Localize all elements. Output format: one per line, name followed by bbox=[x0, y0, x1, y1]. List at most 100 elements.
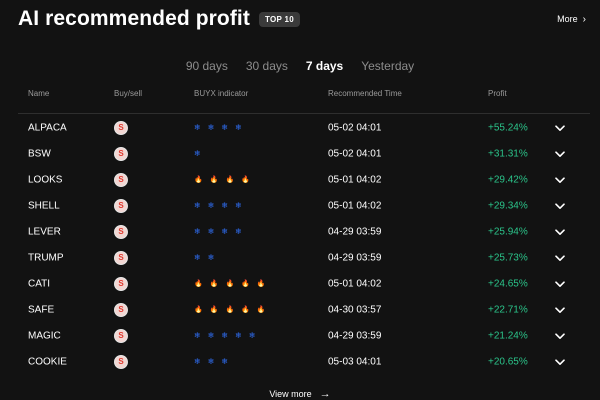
col-buy-sell: Buy/sell bbox=[114, 89, 143, 98]
profit-value: +24.65% bbox=[488, 278, 528, 290]
recommended-time: 04-29 03:59 bbox=[328, 252, 382, 264]
table-row[interactable]: LOOKS S 🔥 🔥 🔥 🔥 05-01 04:02 +29.42% bbox=[18, 167, 590, 193]
col-time: Recommended Time bbox=[328, 89, 402, 98]
chevron-down-icon[interactable] bbox=[553, 121, 567, 135]
profit-value: +25.94% bbox=[488, 226, 528, 238]
sell-badge-icon: S bbox=[114, 121, 128, 135]
chevron-down-icon[interactable] bbox=[553, 329, 567, 343]
profit-table: ALPACA S ❄ ❄ ❄ ❄ 05-02 04:01 +55.24% BSW S ❄ 05-02 … bbox=[18, 115, 590, 375]
chevron-down-icon[interactable] bbox=[553, 199, 567, 213]
tab-30-days[interactable]: 30 days bbox=[245, 59, 288, 73]
snowflake-icon: ❄ bbox=[248, 331, 256, 340]
table-row[interactable]: LEVER S ❄ ❄ ❄ ❄ 04-29 03:59 +25.94% bbox=[18, 219, 590, 245]
profit-value: +22.71% bbox=[488, 304, 528, 316]
table-row[interactable]: COOKIE S ❄ ❄ ❄ 05-03 04:01 +20.65% bbox=[18, 349, 590, 375]
table-row[interactable]: BSW S ❄ 05-02 04:01 +31.31% bbox=[18, 141, 590, 167]
chevron-down-icon[interactable] bbox=[553, 251, 567, 265]
table-row[interactable]: TRUMP S ❄ ❄ 04-29 03:59 +25.73% bbox=[18, 245, 590, 271]
snowflake-icon: ❄ bbox=[207, 357, 215, 366]
snowflake-icon: ❄ bbox=[235, 331, 242, 340]
recommended-time: 05-01 04:02 bbox=[328, 174, 382, 186]
snowflake-icon: ❄ bbox=[207, 201, 215, 210]
fire-icon: 🔥 bbox=[241, 280, 250, 288]
fire-icon: 🔥 bbox=[225, 280, 235, 288]
table-row[interactable]: SAFE S 🔥 🔥 🔥 🔥 🔥 04-30 03:57 +22.71% bbox=[18, 297, 590, 323]
chevron-down-icon[interactable] bbox=[553, 355, 567, 369]
tab-90-days[interactable]: 90 days bbox=[185, 59, 228, 73]
sell-badge-label: S bbox=[118, 175, 124, 184]
period-tabs: 90 days 30 days 7 days Yesterday bbox=[0, 56, 600, 76]
token-name: ALPACA bbox=[28, 122, 67, 134]
sell-badge-icon: S bbox=[114, 329, 128, 343]
snowflake-icon: ❄ bbox=[221, 227, 229, 236]
snowflake-icon: ❄ bbox=[207, 123, 215, 132]
fire-icon: 🔥 bbox=[225, 176, 235, 184]
snowflake-icon: ❄ bbox=[194, 201, 201, 210]
token-name: BSW bbox=[28, 148, 51, 160]
recommended-time: 05-01 04:02 bbox=[328, 278, 382, 290]
recommended-time: 05-03 04:01 bbox=[328, 356, 382, 368]
chevron-down-icon[interactable] bbox=[553, 225, 567, 239]
snowflake-icon: ❄ bbox=[207, 227, 215, 236]
buyx-indicator: 🔥 🔥 🔥 🔥 bbox=[194, 177, 250, 184]
profit-value: +25.73% bbox=[488, 252, 528, 264]
view-more-label: View more bbox=[269, 389, 312, 399]
view-more-button[interactable]: View more → bbox=[0, 388, 600, 400]
sell-badge-label: S bbox=[118, 149, 124, 158]
col-indicator: BUYX indicator bbox=[194, 89, 249, 98]
profit-value: +21.24% bbox=[488, 330, 528, 342]
sell-badge-label: S bbox=[118, 227, 124, 236]
snowflake-icon: ❄ bbox=[207, 253, 215, 262]
snowflake-icon: ❄ bbox=[207, 331, 215, 340]
sell-badge-icon: S bbox=[114, 355, 128, 369]
col-profit: Profit bbox=[488, 89, 507, 98]
snowflake-icon: ❄ bbox=[235, 227, 242, 236]
header-divider bbox=[18, 113, 590, 114]
token-name: MAGIC bbox=[28, 330, 61, 342]
sell-badge-icon: S bbox=[114, 147, 128, 161]
snowflake-icon: ❄ bbox=[235, 201, 242, 210]
recommended-time: 04-30 03:57 bbox=[328, 304, 382, 316]
snowflake-icon: ❄ bbox=[194, 357, 201, 366]
more-link[interactable]: More › bbox=[557, 14, 586, 25]
sell-badge-label: S bbox=[118, 331, 124, 340]
fire-icon: 🔥 bbox=[194, 306, 203, 314]
table-row[interactable]: SHELL S ❄ ❄ ❄ ❄ 05-01 04:02 +29.34% bbox=[18, 193, 590, 219]
fire-icon: 🔥 bbox=[194, 176, 203, 184]
profit-value: +20.65% bbox=[488, 356, 528, 368]
recommended-time: 04-29 03:59 bbox=[328, 330, 382, 342]
fire-icon: 🔥 bbox=[256, 280, 266, 288]
sell-badge-label: S bbox=[118, 123, 124, 132]
recommended-time: 05-02 04:01 bbox=[328, 122, 382, 134]
fire-icon: 🔥 bbox=[225, 306, 235, 314]
sell-badge-icon: S bbox=[114, 199, 128, 213]
snowflake-icon: ❄ bbox=[194, 331, 201, 340]
chevron-right-icon: › bbox=[582, 13, 586, 25]
tab-yesterday[interactable]: Yesterday bbox=[361, 59, 415, 73]
buyx-indicator: ❄ ❄ ❄ bbox=[194, 358, 228, 366]
page-title: AI recommended profit bbox=[18, 7, 250, 30]
snowflake-icon: ❄ bbox=[235, 123, 242, 132]
chevron-down-icon[interactable] bbox=[553, 277, 567, 291]
chevron-down-icon[interactable] bbox=[553, 173, 567, 187]
header: AI recommended profit TOP 10 More › bbox=[18, 6, 586, 32]
sell-badge-icon: S bbox=[114, 251, 128, 265]
chevron-down-icon[interactable] bbox=[553, 147, 567, 161]
buyx-indicator: ❄ ❄ ❄ ❄ ❄ bbox=[194, 332, 256, 340]
table-row[interactable]: ALPACA S ❄ ❄ ❄ ❄ 05-02 04:01 +55.24% bbox=[18, 115, 590, 141]
snowflake-icon: ❄ bbox=[194, 123, 201, 132]
buyx-indicator: ❄ ❄ bbox=[194, 254, 214, 262]
buyx-indicator: ❄ bbox=[194, 150, 201, 158]
token-name: TRUMP bbox=[28, 252, 64, 264]
sell-badge-label: S bbox=[118, 305, 124, 314]
buyx-indicator: ❄ ❄ ❄ ❄ bbox=[194, 202, 242, 210]
sell-badge-icon: S bbox=[114, 225, 128, 239]
snowflake-icon: ❄ bbox=[194, 149, 201, 158]
tab-7-days[interactable]: 7 days bbox=[305, 59, 344, 73]
more-label: More bbox=[557, 14, 578, 24]
chevron-down-icon[interactable] bbox=[553, 303, 567, 317]
table-row[interactable]: MAGIC S ❄ ❄ ❄ ❄ ❄ 04-29 03:59 +21.24% bbox=[18, 323, 590, 349]
sell-badge-label: S bbox=[118, 201, 124, 210]
table-row[interactable]: CATI S 🔥 🔥 🔥 🔥 🔥 05-01 04:02 +24.65% bbox=[18, 271, 590, 297]
table-header: Name Buy/sell BUYX indicator Recommended… bbox=[18, 89, 590, 103]
